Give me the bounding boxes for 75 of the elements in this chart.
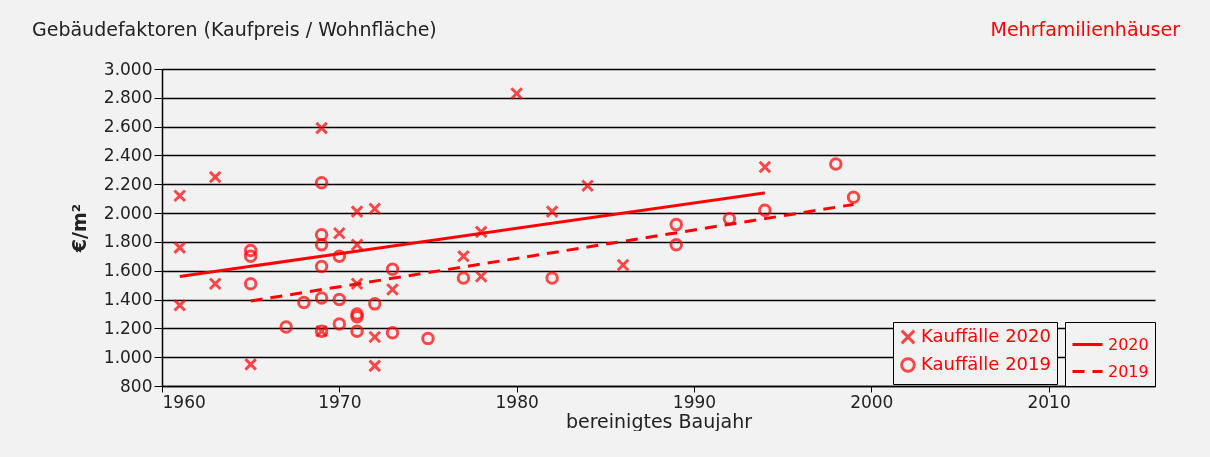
point — [580, 178, 595, 193]
point — [243, 243, 258, 258]
point — [350, 324, 364, 338]
y-tick-label: 2.400 — [103, 144, 153, 165]
point — [509, 86, 524, 101]
point — [758, 160, 772, 174]
point — [758, 203, 772, 217]
x-tick-label: 1970 — [318, 391, 362, 412]
point — [368, 330, 382, 344]
point — [474, 269, 488, 284]
point — [314, 121, 329, 135]
y-tick-label: 2.600 — [103, 116, 153, 137]
point — [669, 238, 683, 252]
point — [208, 170, 222, 184]
y-axis-title: €/m² — [67, 203, 90, 254]
y-tick-label: 1.000 — [103, 346, 153, 367]
point — [350, 276, 364, 291]
point — [243, 249, 258, 264]
point — [385, 262, 400, 277]
point — [243, 276, 258, 291]
point — [172, 189, 187, 203]
point — [368, 202, 382, 216]
point — [314, 259, 329, 274]
point — [314, 291, 329, 305]
point — [545, 271, 559, 285]
x-axis-title: bereinigtes Baujahr — [565, 409, 753, 432]
chart-subtitle: Mehrfamilienhäuser — [990, 18, 1180, 40]
point — [172, 240, 187, 255]
y-tick-label: 1.200 — [103, 317, 153, 338]
legend-label: Kauffälle 2019 — [921, 353, 1051, 374]
y-tick-label: 2.000 — [103, 202, 153, 223]
point — [669, 217, 683, 232]
y-tick-label: 2.800 — [103, 87, 153, 108]
point — [456, 271, 471, 285]
point — [385, 282, 400, 297]
point — [616, 258, 630, 272]
point — [368, 359, 382, 373]
point — [474, 225, 488, 239]
chart-title: Gebäudefaktoren (Kaufpreis / Wohnfläche) — [32, 18, 437, 40]
point — [243, 357, 258, 372]
point — [172, 298, 187, 313]
point — [385, 325, 400, 340]
point — [421, 331, 435, 346]
point — [350, 238, 364, 252]
y-tick-label: 1.400 — [103, 289, 153, 310]
x-tick-label: 2010 — [1027, 391, 1071, 412]
point — [279, 320, 293, 334]
x-tick-label: 1990 — [672, 391, 717, 412]
point — [350, 204, 364, 219]
point — [332, 292, 347, 307]
point — [332, 226, 347, 241]
y-tick-label: 3.000 — [103, 58, 153, 79]
point — [456, 249, 471, 264]
point — [846, 190, 861, 204]
legend-label: Kauffälle 2020 — [921, 325, 1051, 346]
x-tick-label: 1980 — [495, 391, 539, 412]
point — [722, 212, 737, 226]
x-tick-label: 2000 — [850, 391, 894, 412]
point — [829, 157, 843, 171]
legend-label: 2020 — [1108, 334, 1149, 354]
point — [314, 176, 329, 190]
point — [332, 317, 347, 331]
point — [314, 227, 329, 242]
y-tick-label: 2.200 — [103, 173, 153, 194]
y-tick-label: 1.800 — [103, 231, 153, 252]
y-tick-label: 1.600 — [103, 260, 153, 281]
point — [545, 204, 559, 219]
point — [332, 249, 347, 264]
x-tick-label: 1960 — [162, 391, 206, 412]
point — [208, 276, 222, 291]
point — [297, 295, 311, 310]
point — [314, 238, 329, 252]
legend-label: 2019 — [1108, 361, 1149, 381]
point — [368, 297, 382, 311]
y-tick-label: 800 — [120, 375, 153, 396]
